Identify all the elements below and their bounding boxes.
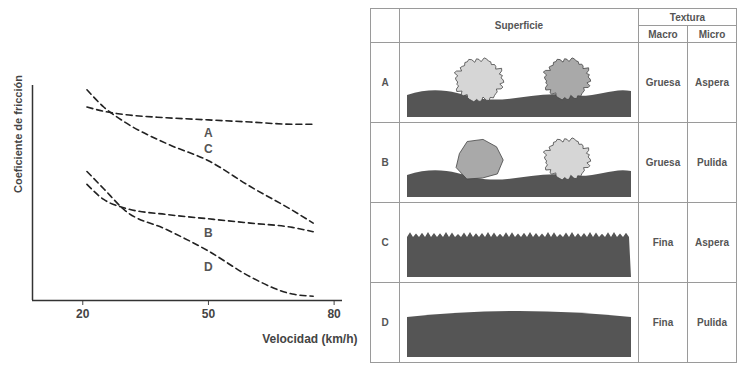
html-text:Micro: Micro (698, 28, 726, 40)
html-text:A: A (381, 77, 389, 88)
html-text:Gruesa: Gruesa (645, 77, 681, 88)
html-text:Aspera: Aspera (695, 77, 729, 88)
html-text:Fina: Fina (652, 317, 674, 328)
html-text:B: B (381, 157, 389, 168)
svg-text:B: B (204, 226, 213, 240)
html-text:Textura: Textura (669, 11, 706, 23)
html-text:C: C (381, 237, 389, 248)
svg-text:C: C (204, 142, 213, 156)
svg-text:D: D (204, 260, 213, 274)
svg-text:80: 80 (327, 307, 341, 321)
svg-text:50: 50 (202, 307, 216, 321)
svg-text:Coeficiente de fricción: Coeficiente de fricción (12, 75, 24, 193)
html-text:Pulida: Pulida (697, 317, 727, 328)
svg-text:A: A (204, 126, 213, 140)
html-text:Fina: Fina (652, 237, 674, 248)
html-text:D: D (381, 317, 389, 328)
html-text:Gruesa: Gruesa (645, 157, 681, 168)
html-text:Superficie: Superficie (494, 20, 544, 31)
html-text:Aspera: Aspera (695, 237, 729, 248)
html-text:Pulida: Pulida (697, 157, 727, 168)
svg-text:20: 20 (76, 307, 90, 321)
html-text:Macro: Macro (648, 28, 678, 40)
svg-text:Velocidad (km/h): Velocidad (km/h) (262, 332, 357, 346)
